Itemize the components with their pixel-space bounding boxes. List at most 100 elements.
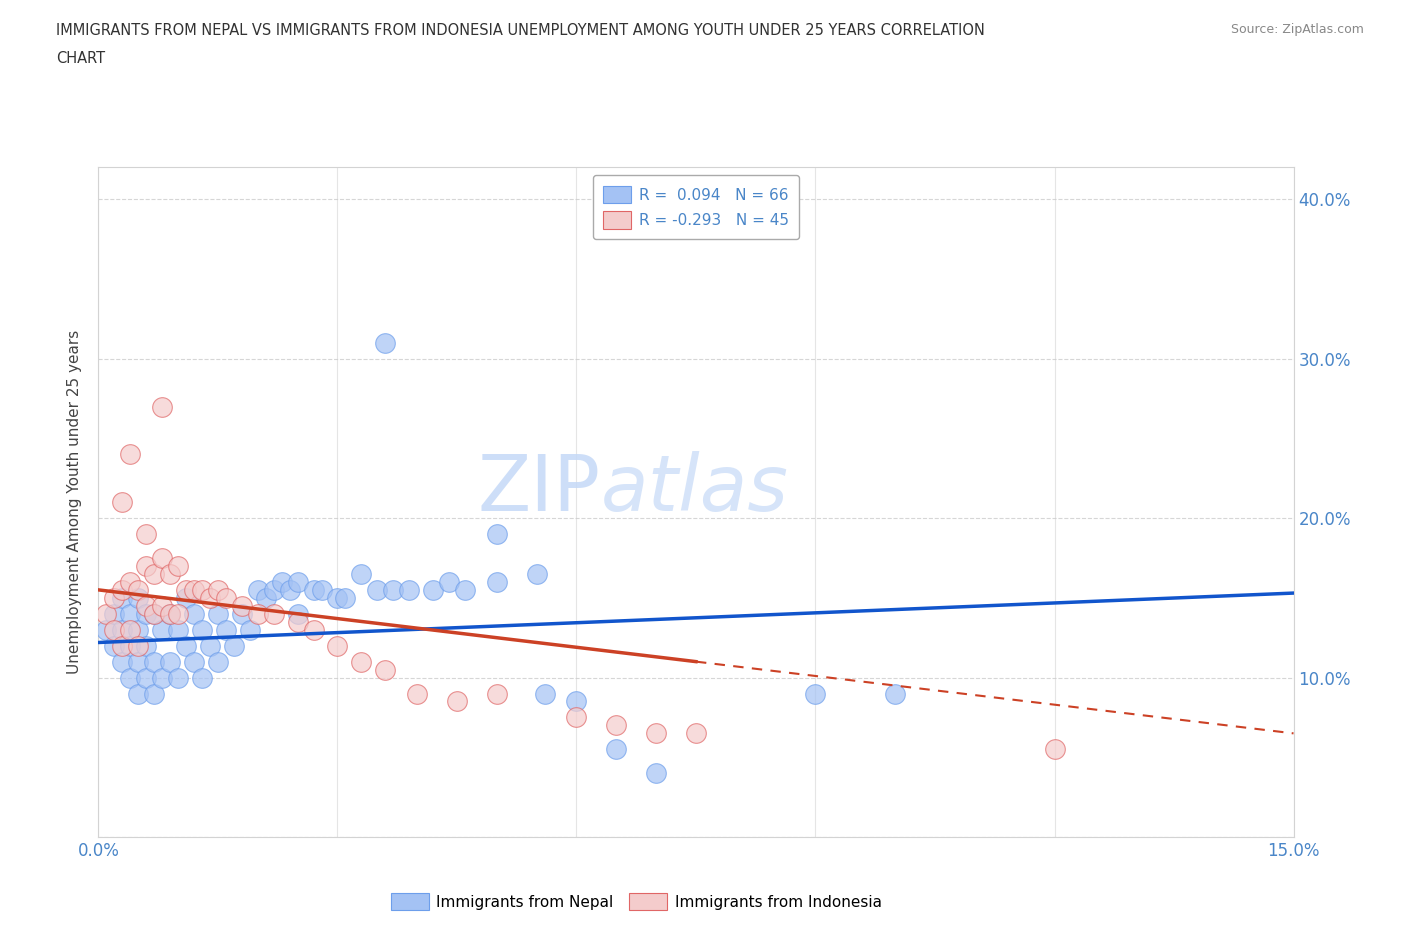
Point [198, 638, 221, 653]
Point [150, 622, 173, 637]
Point [382, 582, 405, 597]
Point [150, 671, 173, 685]
Point [804, 686, 827, 701]
Point [207, 582, 229, 597]
Point [103, 622, 125, 637]
Point [159, 606, 181, 621]
Point [366, 582, 388, 597]
Point [350, 566, 373, 581]
Point [127, 582, 149, 597]
Point [174, 582, 197, 597]
Text: Source: ZipAtlas.com: Source: ZipAtlas.com [1230, 23, 1364, 36]
Point [96, 622, 118, 637]
Point [254, 591, 277, 605]
Point [239, 622, 262, 637]
Point [533, 686, 555, 701]
Point [326, 638, 349, 653]
Point [231, 606, 253, 621]
Point [150, 598, 173, 613]
Point [120, 575, 142, 590]
Text: atlas: atlas [600, 451, 789, 526]
Point [143, 606, 166, 621]
Point [565, 694, 588, 709]
Point [374, 662, 396, 677]
Point [111, 638, 134, 653]
Point [183, 654, 205, 669]
Point [374, 336, 396, 351]
Point [127, 654, 149, 669]
Point [120, 622, 142, 637]
Point [287, 575, 309, 590]
Point [127, 591, 149, 605]
Point [111, 622, 134, 637]
Point [645, 765, 668, 780]
Text: IMMIGRANTS FROM NEPAL VS IMMIGRANTS FROM INDONESIA UNEMPLOYMENT AMONG YOUTH UNDE: IMMIGRANTS FROM NEPAL VS IMMIGRANTS FROM… [56, 23, 986, 38]
Point [183, 582, 205, 597]
Point [1043, 742, 1066, 757]
Point [485, 526, 508, 541]
Point [159, 654, 181, 669]
Point [263, 582, 285, 597]
Point [398, 582, 420, 597]
Point [103, 606, 125, 621]
Point [485, 686, 508, 701]
Point [278, 582, 301, 597]
Point [311, 582, 333, 597]
Point [565, 710, 588, 724]
Point [270, 575, 292, 590]
Point [884, 686, 907, 701]
Point [222, 638, 245, 653]
Point [198, 591, 221, 605]
Point [335, 591, 357, 605]
Point [685, 726, 707, 741]
Point [526, 566, 548, 581]
Point [135, 606, 157, 621]
Point [111, 591, 134, 605]
Point [103, 638, 125, 653]
Point [645, 726, 668, 741]
Point [167, 606, 190, 621]
Point [120, 671, 142, 685]
Point [246, 606, 269, 621]
Point [135, 638, 157, 653]
Point [605, 718, 627, 733]
Point [135, 671, 157, 685]
Point [287, 615, 309, 630]
Point [215, 622, 238, 637]
Point [437, 575, 460, 590]
Point [135, 526, 157, 541]
Point [406, 686, 429, 701]
Point [422, 582, 444, 597]
Point [485, 575, 508, 590]
Point [183, 606, 205, 621]
Point [287, 606, 309, 621]
Point [150, 551, 173, 565]
Point [143, 566, 166, 581]
Point [454, 582, 477, 597]
Point [207, 654, 229, 669]
Point [215, 591, 238, 605]
Point [120, 606, 142, 621]
Point [111, 495, 134, 510]
Point [127, 622, 149, 637]
Point [96, 606, 118, 621]
Point [111, 582, 134, 597]
Point [446, 694, 468, 709]
Point [174, 591, 197, 605]
Point [350, 654, 373, 669]
Point [150, 399, 173, 414]
Point [143, 654, 166, 669]
Text: CHART: CHART [56, 51, 105, 66]
Point [191, 671, 214, 685]
Point [143, 606, 166, 621]
Point [167, 622, 190, 637]
Point [263, 606, 285, 621]
Point [120, 638, 142, 653]
Point [167, 559, 190, 574]
Point [174, 638, 197, 653]
Point [191, 622, 214, 637]
Point [135, 598, 157, 613]
Point [159, 606, 181, 621]
Point [159, 566, 181, 581]
Point [231, 598, 253, 613]
